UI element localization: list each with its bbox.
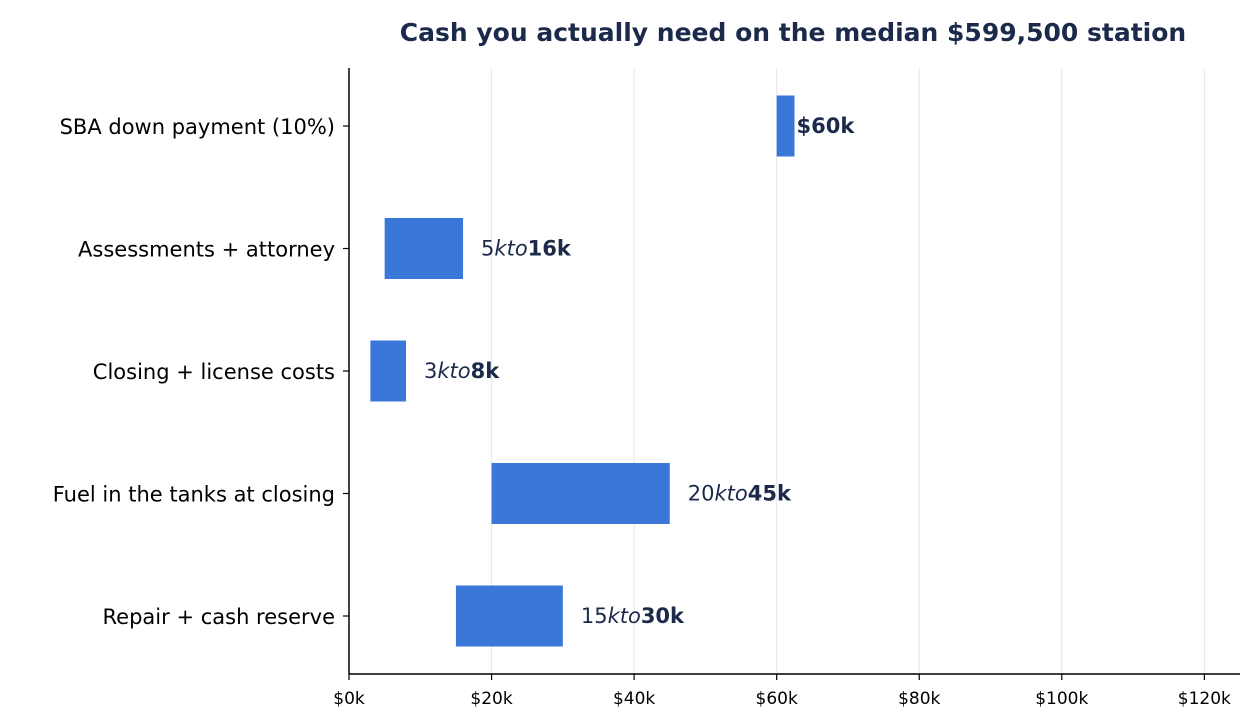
category-label: Repair + cash reserve <box>103 605 335 629</box>
x-tick-label: $80k <box>898 689 940 709</box>
range-bar <box>776 95 795 157</box>
data-label-part: $60k <box>797 114 856 138</box>
grid-layer <box>491 68 1205 674</box>
data-label: 15kto30k <box>581 604 685 628</box>
data-label: 5kto16k <box>481 237 572 261</box>
range-bar <box>384 218 464 279</box>
data-label-part: kto <box>714 482 747 506</box>
x-tick-label: $20k <box>470 689 512 709</box>
data-label-part: 3 <box>424 359 437 383</box>
data-label-part: 8k <box>471 359 501 383</box>
x-tick-label: $0k <box>333 689 365 709</box>
x-tick-label: $60k <box>756 689 798 709</box>
data-label-part: 16k <box>528 237 572 261</box>
range-bar <box>491 463 670 524</box>
data-label: $60k <box>797 114 856 138</box>
range-bar <box>370 340 407 402</box>
category-label: SBA down payment (10%) <box>60 115 335 139</box>
data-label-part: 45k <box>748 482 792 506</box>
chart-title: Cash you actually need on the median $59… <box>400 18 1186 47</box>
data-label-part: 15 <box>581 604 608 628</box>
x-tick-label: $120k <box>1178 689 1231 709</box>
data-label: 20kto45k <box>688 482 792 506</box>
data-label: 3kto8k <box>424 359 500 383</box>
data-label-part: 5 <box>481 237 494 261</box>
data-label-part: kto <box>494 237 527 261</box>
x-tick-label: $40k <box>613 689 655 709</box>
x-tick-label: $100k <box>1035 689 1088 709</box>
bar-layer <box>370 95 795 647</box>
data-label-part: 30k <box>641 604 685 628</box>
data-label-part: kto <box>608 604 641 628</box>
category-label: Closing + license costs <box>93 360 335 384</box>
label-layer: SBA down payment (10%) $60k Assessments + … <box>53 114 856 629</box>
category-label: Fuel in the tanks at closing <box>53 483 335 507</box>
category-label: Assessments + attorney <box>78 238 335 262</box>
range-bar <box>455 585 563 647</box>
data-label-part: kto <box>437 359 470 383</box>
data-label-part: 20 <box>688 482 715 506</box>
axis-layer: $0k $20k $40k $60k $80k $100k $120k <box>333 68 1240 709</box>
